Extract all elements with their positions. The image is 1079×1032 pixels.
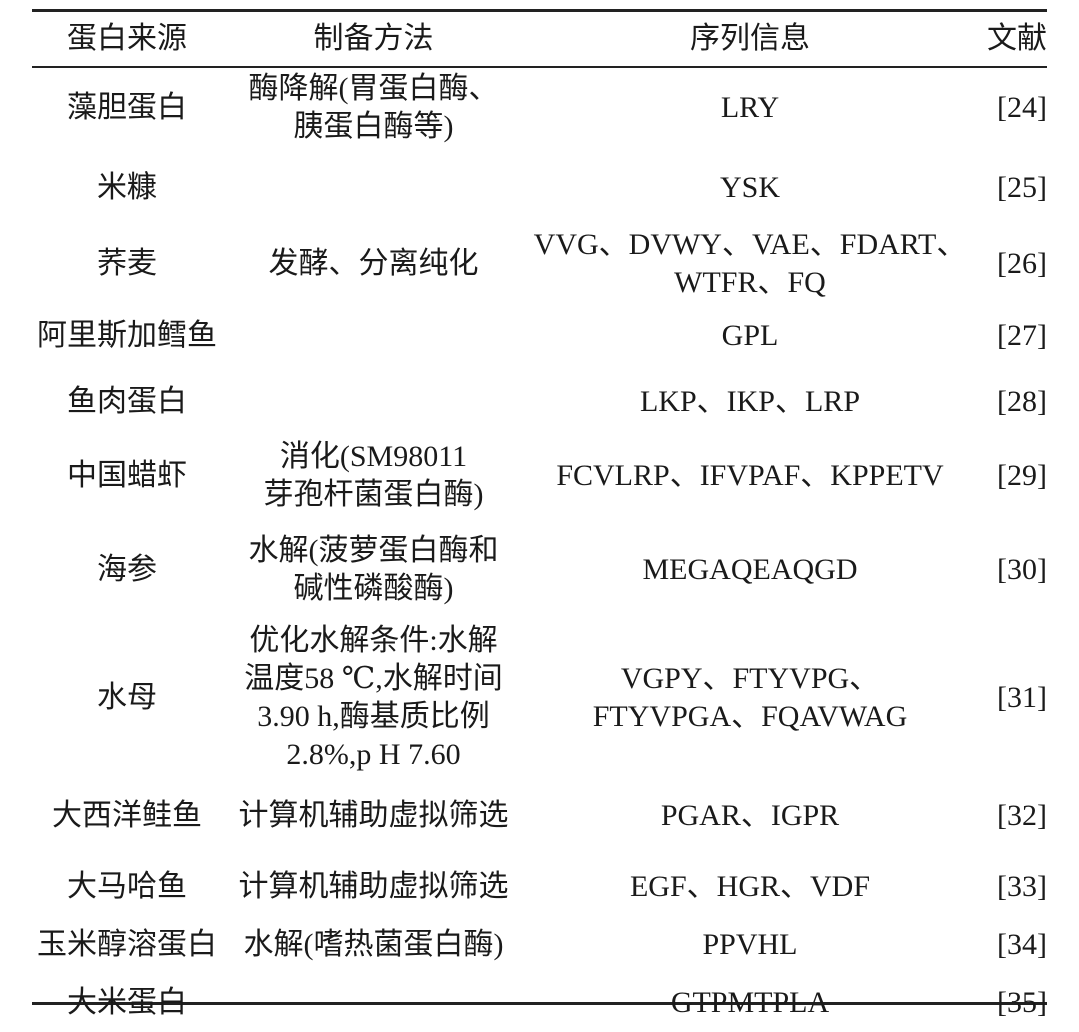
cell-source: 大西洋鲑鱼 — [52, 799, 202, 832]
cell-sequence: GTPMTPLA — [670, 986, 830, 1019]
cell-sequence: VVG、DVWY、VAE、FDART、 WTFR、FQ — [533, 228, 967, 299]
cell-sequence: GPL — [721, 319, 779, 352]
cell-method: 水解(嗜热菌蛋白酶) — [243, 928, 504, 961]
cell-reference: [25] — [997, 171, 1047, 204]
header-source: 蛋白来源 — [67, 22, 187, 55]
table-row: 鱼肉蛋白 LKP、IKP、LRP [28] — [32, 370, 1053, 434]
peptide-table: 蛋白来源 制备方法 序列信息 文献 藻胆蛋白 酶降解(胃蛋白酶、 胰蛋白酶等) LR… — [32, 12, 1053, 1032]
cell-sequence: EGF、HGR、VDF — [629, 870, 871, 903]
cell-reference: [34] — [997, 928, 1047, 961]
cell-reference: [28] — [997, 385, 1047, 418]
cell-reference: [27] — [997, 319, 1047, 352]
top-rule — [32, 9, 1047, 12]
header-row: 蛋白来源 制备方法 序列信息 文献 — [32, 12, 1053, 66]
header-reference: 文献 — [987, 22, 1047, 55]
cell-source: 荞麦 — [97, 247, 157, 280]
cell-method: 计算机辅助虚拟筛选 — [238, 870, 509, 903]
cell-source: 米糠 — [97, 171, 157, 204]
cell-source: 中国蜡虾 — [67, 458, 187, 492]
cell-method: 发酵、分离纯化 — [268, 247, 479, 280]
table-row: 玉米醇溶蛋白 水解(嗜热菌蛋白酶) PPVHL [34] — [32, 916, 1053, 974]
header-rule — [32, 66, 1047, 68]
cell-sequence: LRY — [720, 91, 780, 124]
table-row: 海参 水解(菠萝蛋白酶和 碱性磷酸酶) MEGAQEAQGD [30] — [32, 517, 1053, 622]
cell-source: 水母 — [97, 681, 157, 714]
cell-reference: [24] — [997, 91, 1047, 124]
cell-reference: [32] — [997, 799, 1047, 832]
cell-sequence: VGPY、FTYVPG、 FTYVPGA、FQAVWAG — [592, 662, 908, 733]
cell-reference: [33] — [997, 870, 1047, 903]
table-row: 大西洋鲑鱼 计算机辅助虚拟筛选 PGAR、IGPR [32] — [32, 774, 1053, 858]
cell-sequence: PPVHL — [702, 928, 798, 961]
cell-reference: [26] — [997, 247, 1047, 280]
cell-method — [222, 370, 525, 434]
cell-method: 水解(菠萝蛋白酶和 碱性磷酸酶) — [248, 533, 499, 605]
cell-source: 阿里斯加鳕鱼 — [37, 319, 217, 352]
cell-reference: [35] — [997, 986, 1047, 1019]
bottom-rule — [32, 1002, 1047, 1005]
cell-source: 大米蛋白 — [67, 986, 187, 1019]
cell-sequence: LKP、IKP、LRP — [639, 385, 861, 418]
table-row: 中国蜡虾 消化(SM98011 芽孢杆菌蛋白酶) FCVLRP、IFVPAF、KPP… — [32, 434, 1053, 517]
cell-source: 藻胆蛋白 — [67, 91, 187, 124]
cell-sequence: FCVLRP、IFVPAF、KPPETV — [556, 458, 944, 492]
cell-sequence: YSK — [719, 171, 780, 204]
cell-method: 消化(SM98011 芽孢杆菌蛋白酶) — [263, 439, 484, 511]
table-row: 米糠 YSK [25] — [32, 150, 1053, 226]
cell-sequence: PGAR、IGPR — [660, 799, 840, 832]
cell-sequence: MEGAQEAQGD — [642, 552, 858, 586]
cell-reference: [30] — [997, 552, 1047, 586]
cell-source: 玉米醇溶蛋白 — [37, 928, 217, 961]
cell-reference: [31] — [997, 681, 1047, 714]
cell-method — [222, 150, 525, 226]
header-method: 制备方法 — [313, 22, 434, 55]
table-row: 大米蛋白 GTPMTPLA [35] — [32, 974, 1053, 1032]
cell-reference: [29] — [997, 458, 1047, 492]
table-row: 阿里斯加鳕鱼 GPL [27] — [32, 302, 1053, 370]
cell-method: 酶降解(胃蛋白酶、 胰蛋白酶等) — [248, 72, 499, 143]
table-row: 荞麦 发酵、分离纯化 VVG、DVWY、VAE、FDART、 WTFR、FQ [26] — [32, 226, 1053, 302]
table-row: 大马哈鱼 计算机辅助虚拟筛选 EGF、HGR、VDF [33] — [32, 858, 1053, 916]
cell-source: 海参 — [97, 552, 157, 586]
table-row: 水母 优化水解条件:水解 温度58 ℃,水解时间 3.90 h,酶基质比例 2.8… — [32, 622, 1053, 774]
cell-method: 优化水解条件:水解 温度58 ℃,水解时间 3.90 h,酶基质比例 2.8%,… — [244, 624, 503, 771]
table-row: 藻胆蛋白 酶降解(胃蛋白酶、 胰蛋白酶等) LRY [24] — [32, 66, 1053, 150]
header-sequence: 序列信息 — [690, 22, 810, 55]
cell-method: 计算机辅助虚拟筛选 — [238, 799, 509, 832]
cell-source: 大马哈鱼 — [67, 870, 187, 903]
cell-method — [222, 974, 525, 1032]
cell-method — [222, 302, 525, 370]
cell-source: 鱼肉蛋白 — [67, 385, 187, 418]
